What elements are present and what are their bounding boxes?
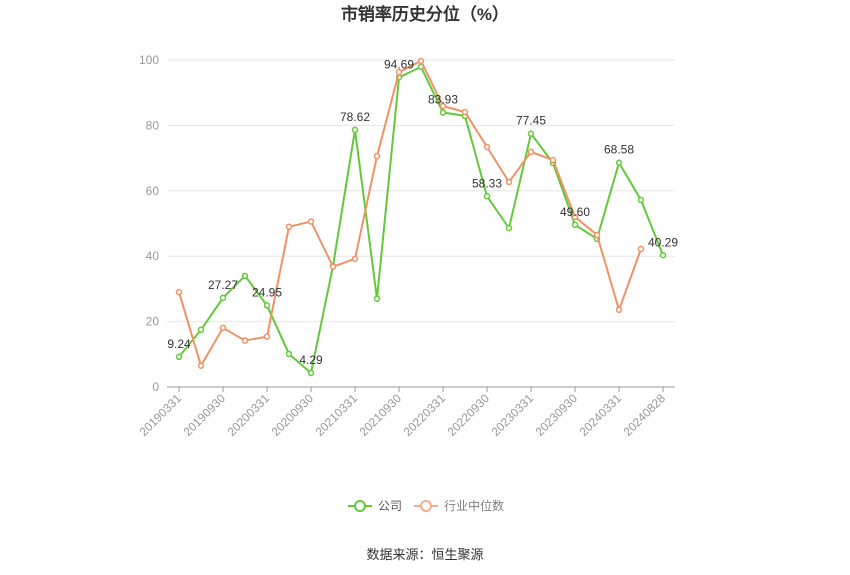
legend: 公司 行业中位数 <box>348 498 504 513</box>
company-data-label: 68.58 <box>604 143 634 157</box>
y-tick-label: 0 <box>152 380 159 394</box>
series <box>175 57 667 377</box>
x-tick-label: 20240331 <box>576 391 624 439</box>
y-tick-label: 80 <box>146 118 160 132</box>
industry-point <box>175 288 183 296</box>
industry-point <box>505 178 513 186</box>
industry-point <box>571 213 579 221</box>
industry-line <box>178 59 642 367</box>
x-tick-label: 20210930 <box>356 391 404 439</box>
company-point <box>241 272 249 280</box>
legend-item-company[interactable]: 公司 <box>348 499 402 513</box>
industry-point <box>637 245 645 253</box>
company-point <box>505 224 513 232</box>
legend-circle-icon <box>420 500 432 512</box>
industry-point <box>527 148 535 156</box>
x-tick-label: 20190930 <box>180 391 228 439</box>
x-tick-label: 20240828 <box>620 391 668 439</box>
industry-point <box>373 152 381 160</box>
company-point <box>571 221 579 229</box>
company-data-label: 83.93 <box>428 93 458 107</box>
industry-point <box>241 337 249 344</box>
x-tick-label: 20200331 <box>224 391 272 439</box>
company-data-label: 94.69 <box>384 57 414 71</box>
x-tick-label: 20200930 <box>268 391 316 439</box>
company-data-label: 4.29 <box>299 353 323 367</box>
company-point <box>637 196 645 204</box>
company-point <box>483 193 491 200</box>
grid <box>167 59 675 323</box>
company-data-label: 9.24 <box>167 337 191 351</box>
company-data-label: 40.29 <box>648 235 678 249</box>
industry-point <box>439 102 447 110</box>
industry-point <box>329 263 337 270</box>
company-data-label: 78.62 <box>340 110 370 124</box>
industry-point <box>483 143 491 151</box>
y-tick-label: 40 <box>146 249 160 263</box>
industry-point <box>307 218 315 225</box>
x-tick-label: 20220331 <box>400 391 448 439</box>
company-line <box>178 65 664 374</box>
company-point <box>527 130 535 137</box>
y-tick-label: 60 <box>146 184 160 198</box>
company-point <box>175 353 183 361</box>
company-data-label: 58.33 <box>472 176 502 190</box>
company-point <box>351 126 359 134</box>
company-point <box>659 252 667 259</box>
industry-point <box>593 231 601 239</box>
industry-point <box>395 68 403 76</box>
company-data-label: 49.60 <box>560 205 590 219</box>
industry-point <box>263 333 271 340</box>
company-point <box>285 350 293 358</box>
y-tick-label: 100 <box>139 53 159 67</box>
company-data-label: 27.27 <box>208 278 238 292</box>
company-point <box>439 109 447 116</box>
company-point <box>219 294 227 302</box>
x-tick-label: 20220930 <box>444 391 492 439</box>
legend-item-industry[interactable]: 行业中位数 <box>414 498 504 513</box>
company-point <box>263 302 271 309</box>
chart-title: 市销率历史分位（%） <box>341 4 509 24</box>
x-tick-label: 20210331 <box>312 391 360 439</box>
industry-point <box>351 255 359 263</box>
legend-circle-icon <box>354 500 366 512</box>
company-point <box>373 295 381 302</box>
x-tick-label: 20230331 <box>488 391 536 439</box>
company-point <box>615 159 623 166</box>
company-point <box>307 369 315 377</box>
data-labels: 9.24 27.27 24.95 4.29 78.62 94.69 83.93 58.33 77… <box>167 57 678 367</box>
x-tick-label: 20190331 <box>136 391 184 439</box>
source-note: 数据来源：恒生聚源 <box>366 547 483 562</box>
company-data-label: 77.45 <box>516 114 546 128</box>
industry-point <box>615 306 623 314</box>
y-tick-label: 20 <box>146 315 160 329</box>
industry-point <box>461 108 469 116</box>
industry-point <box>549 156 557 164</box>
company-data-label: 24.95 <box>252 285 282 299</box>
legend-label: 公司 <box>378 499 402 513</box>
x-tick-label: 20230930 <box>532 391 580 439</box>
industry-point <box>219 324 227 332</box>
industry-point <box>417 57 425 65</box>
legend-label: 行业中位数 <box>444 498 504 513</box>
industry-point <box>285 223 293 231</box>
company-point <box>197 326 205 334</box>
industry-point <box>197 362 205 369</box>
axes: 0 20 40 60 80 100 2019033120190930202003312020… <box>136 53 675 439</box>
